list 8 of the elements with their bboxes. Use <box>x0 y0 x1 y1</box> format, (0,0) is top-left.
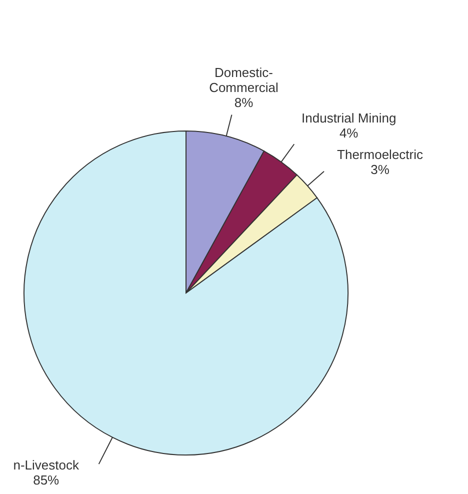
data-label: 8% <box>234 95 254 110</box>
slice-label: Thermoelectric <box>337 147 424 162</box>
slice-label: n-Livestock <box>13 457 80 472</box>
data-label: 4% <box>339 126 359 141</box>
slice-label: Domestic-Commercial <box>209 65 279 96</box>
slice-label: Industrial Mining <box>302 110 396 126</box>
data-label: 85% <box>33 472 60 488</box>
data-label: 3% <box>370 162 390 178</box>
